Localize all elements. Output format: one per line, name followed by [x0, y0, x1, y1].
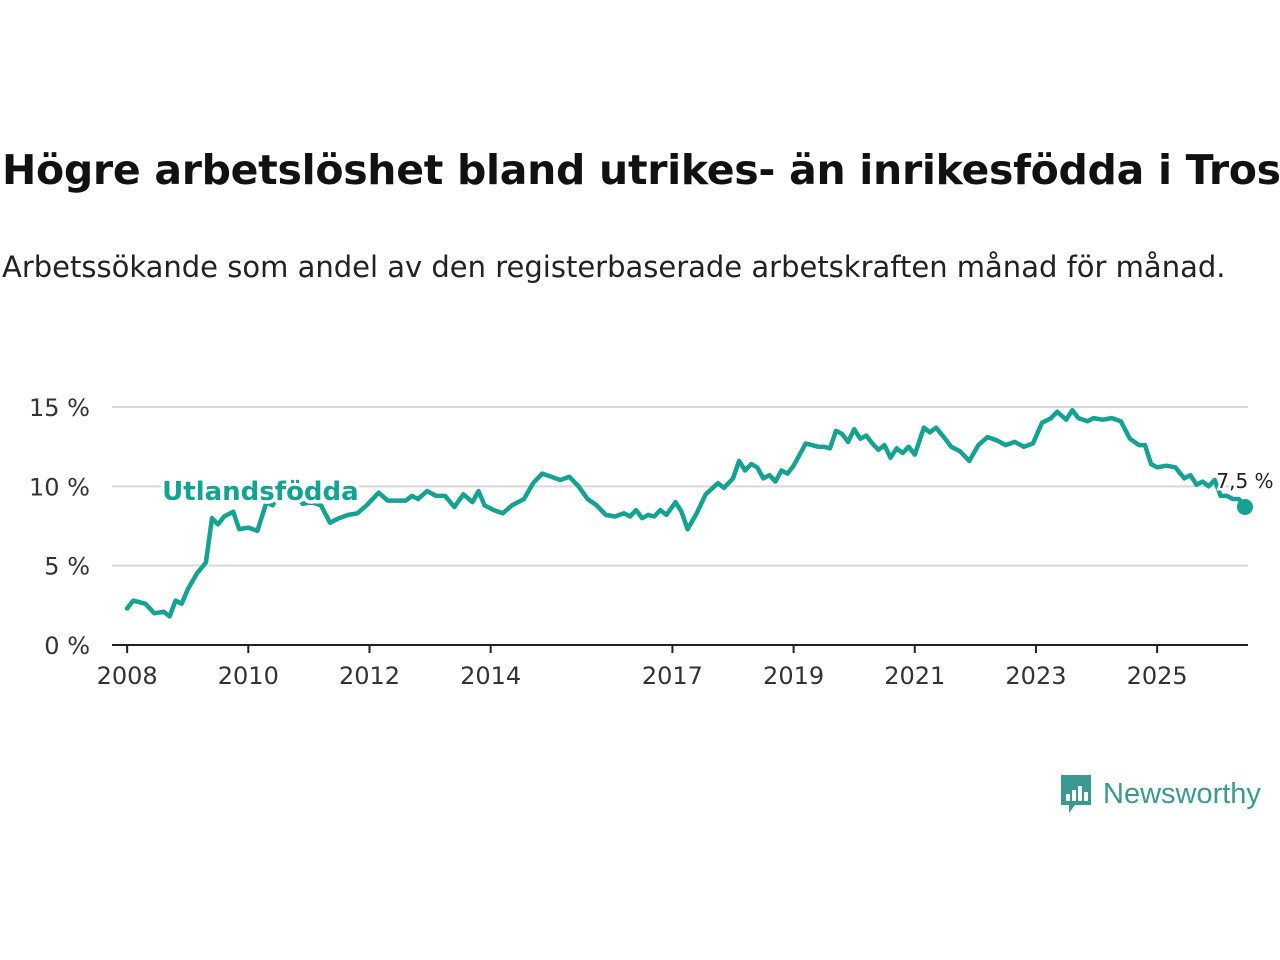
x-tick-label: 2010 — [218, 662, 279, 690]
x-tick-label: 2025 — [1127, 662, 1188, 690]
x-tick-label: 2017 — [642, 662, 703, 690]
line-chart: 0 %5 %10 %15 % 2008 2010 2012 2014 2017 2019 2… — [29, 394, 1276, 690]
y-axis: 0 % 5 % 10 % 15 % — [29, 394, 90, 660]
x-tick-label: 2021 — [884, 662, 945, 690]
y-tick-label: 15 % — [29, 394, 90, 422]
series-label: Utlandsfödda — [162, 477, 359, 507]
x-tick-label: 2023 — [1005, 662, 1066, 690]
chart-subtitle: Arbetssökande som andel av den registerb… — [2, 250, 1226, 284]
newsworthy-brand[interactable]: Newsworthy — [1058, 772, 1261, 816]
x-axis: 2008 2010 2012 2014 2017 2019 2021 2023 2025 — [97, 644, 1248, 690]
x-tick-label: 2019 — [763, 662, 824, 690]
brand-name: Newsworthy — [1103, 777, 1261, 810]
series-end-label: 7,5 % — [1216, 469, 1273, 493]
gridlines — [112, 406, 1248, 567]
y-tick-label: 0 % — [44, 632, 90, 660]
x-tick-label: 2012 — [339, 662, 400, 690]
x-tick-label: 2008 — [97, 662, 158, 690]
chart-title: Högre arbetslöshet bland utrikes- än inr… — [2, 146, 1280, 194]
series-line-utlandsfodda — [124, 407, 1248, 619]
newsworthy-logo-icon — [1061, 775, 1091, 813]
y-tick-label: 10 % — [29, 473, 90, 501]
y-tick-label: 5 % — [44, 553, 90, 581]
series-lines — [124, 407, 1253, 619]
series-end-dot — [1236, 498, 1253, 515]
series-labels: Utlandsfödda 7,5 % — [159, 466, 1276, 510]
x-tick-label: 2014 — [460, 662, 521, 690]
